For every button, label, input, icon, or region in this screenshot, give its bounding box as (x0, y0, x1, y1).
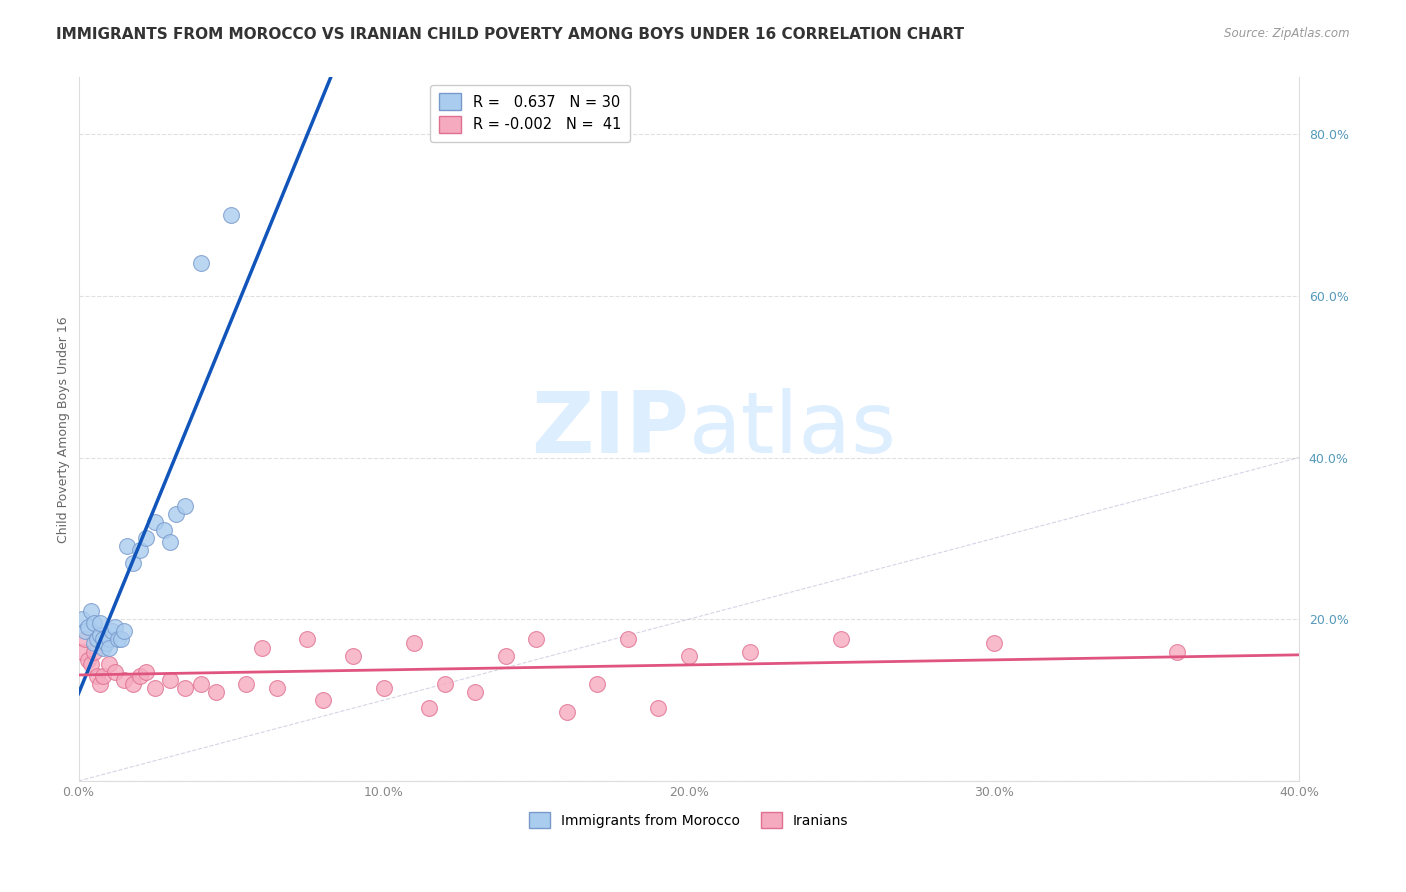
Point (1166, 644, 1188, 658)
Point (91, 669, 114, 683)
Point (373, 681, 395, 695)
Point (205, 685, 228, 699)
Point (122, 556, 145, 570)
Point (122, 677, 145, 691)
Point (174, 681, 197, 695)
Point (586, 677, 609, 691)
Point (647, 701, 669, 715)
Point (94, 636, 117, 650)
Point (190, 256, 212, 270)
Point (80, 657, 103, 671)
Point (418, 701, 440, 715)
Point (738, 644, 761, 658)
Text: atlas: atlas (689, 388, 897, 471)
Point (678, 648, 700, 663)
Point (89, 628, 111, 642)
Point (555, 705, 578, 719)
Point (266, 681, 288, 695)
Point (98, 632, 121, 647)
Point (128, 543, 150, 558)
Point (104, 620, 127, 634)
Point (190, 677, 212, 691)
Point (135, 532, 157, 546)
Point (101, 624, 124, 639)
Point (89, 677, 111, 691)
Point (830, 632, 852, 647)
Point (311, 693, 333, 707)
Point (404, 636, 426, 650)
Point (112, 673, 135, 687)
Point (98, 640, 121, 655)
Point (219, 208, 242, 222)
Point (73, 624, 96, 639)
Point (433, 677, 456, 691)
Point (495, 648, 517, 663)
Point (159, 535, 181, 549)
Point (83, 636, 105, 650)
Text: IMMIGRANTS FROM MOROCCO VS IRANIAN CHILD POVERTY AMONG BOYS UNDER 16 CORRELATION: IMMIGRANTS FROM MOROCCO VS IRANIAN CHILD… (56, 27, 965, 42)
Point (464, 685, 486, 699)
Point (159, 673, 181, 687)
Point (297, 632, 319, 647)
Point (616, 632, 638, 647)
Point (117, 540, 139, 554)
Point (165, 507, 187, 521)
Point (143, 681, 166, 695)
Point (174, 499, 197, 513)
Point (107, 632, 129, 647)
Point (91, 632, 114, 647)
Point (80, 604, 103, 618)
Point (128, 669, 150, 683)
Point (98, 657, 121, 671)
Point (70, 644, 93, 658)
Text: ZIP: ZIP (531, 388, 689, 471)
Point (83, 644, 105, 658)
Point (342, 648, 364, 663)
Point (89, 616, 111, 631)
Point (112, 624, 135, 639)
Point (250, 640, 273, 655)
Point (86, 632, 108, 647)
Point (83, 616, 105, 631)
Point (153, 523, 176, 537)
Legend: Immigrants from Morocco, Iranians: Immigrants from Morocco, Iranians (523, 806, 853, 834)
Point (70, 612, 93, 626)
Point (524, 632, 547, 647)
Point (86, 669, 108, 683)
Y-axis label: Child Poverty Among Boys Under 16: Child Poverty Among Boys Under 16 (58, 316, 70, 542)
Point (76, 653, 98, 667)
Text: Source: ZipAtlas.com: Source: ZipAtlas.com (1225, 27, 1350, 40)
Point (76, 620, 98, 634)
Point (91, 640, 114, 655)
Point (110, 632, 132, 647)
Point (73, 632, 96, 647)
Point (104, 665, 127, 679)
Point (135, 665, 157, 679)
Point (983, 636, 1005, 650)
Point (143, 515, 166, 529)
Point (235, 677, 257, 691)
